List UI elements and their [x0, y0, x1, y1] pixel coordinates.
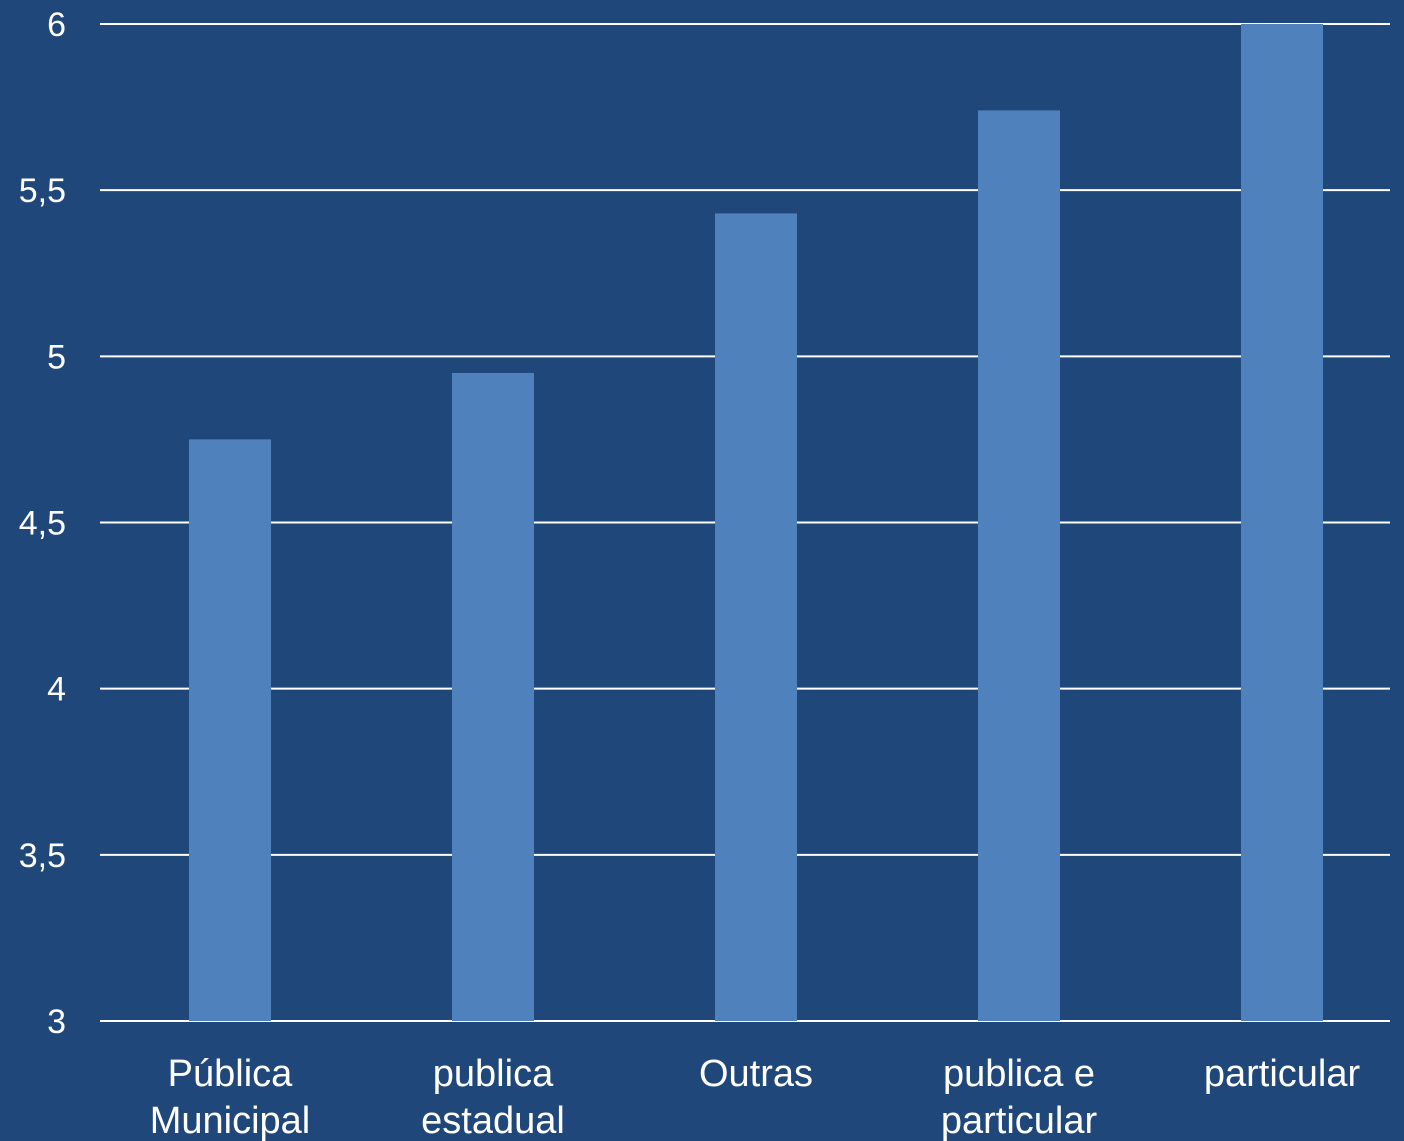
y-tick-label: 3,5: [19, 837, 66, 875]
y-tick-label: 6: [47, 6, 66, 44]
x-category-label: publica e particular: [941, 1053, 1098, 1141]
x-category-label: Outras: [699, 1053, 813, 1095]
x-category-label: publica estadual: [421, 1053, 565, 1141]
y-axis-ticks: 3 3,5 4 4,5 5 5,5 6: [19, 6, 66, 1041]
bar-1: [452, 372, 534, 1021]
y-tick-label: 4,5: [19, 505, 66, 543]
x-category-label-line: particular: [1204, 1053, 1361, 1095]
x-category-label-line: particular: [941, 1100, 1098, 1141]
x-axis-labels: Pública Municipal publica estadual Outras pub…: [150, 1053, 1361, 1141]
y-tick-label: 4: [47, 671, 66, 709]
y-tick-label: 5: [47, 338, 66, 376]
x-category-label-line: Pública: [168, 1053, 293, 1095]
x-category-label: particular: [1204, 1053, 1361, 1095]
bars: [189, 24, 1323, 1022]
bar-0: [189, 439, 271, 1022]
x-category-label-line: estadual: [421, 1100, 565, 1141]
y-tick-label: 3: [47, 1003, 66, 1041]
bar-3: [978, 110, 1060, 1021]
bar-2: [715, 213, 797, 1021]
x-category-label-line: Municipal: [150, 1100, 311, 1141]
x-category-label-line: publica e: [943, 1053, 1095, 1095]
x-category-label-line: publica: [433, 1053, 554, 1095]
x-category-label-line: Outras: [699, 1053, 813, 1095]
x-category-label: Pública Municipal: [150, 1053, 311, 1141]
bar-4: [1241, 24, 1323, 1021]
y-tick-label: 5,5: [19, 172, 66, 210]
